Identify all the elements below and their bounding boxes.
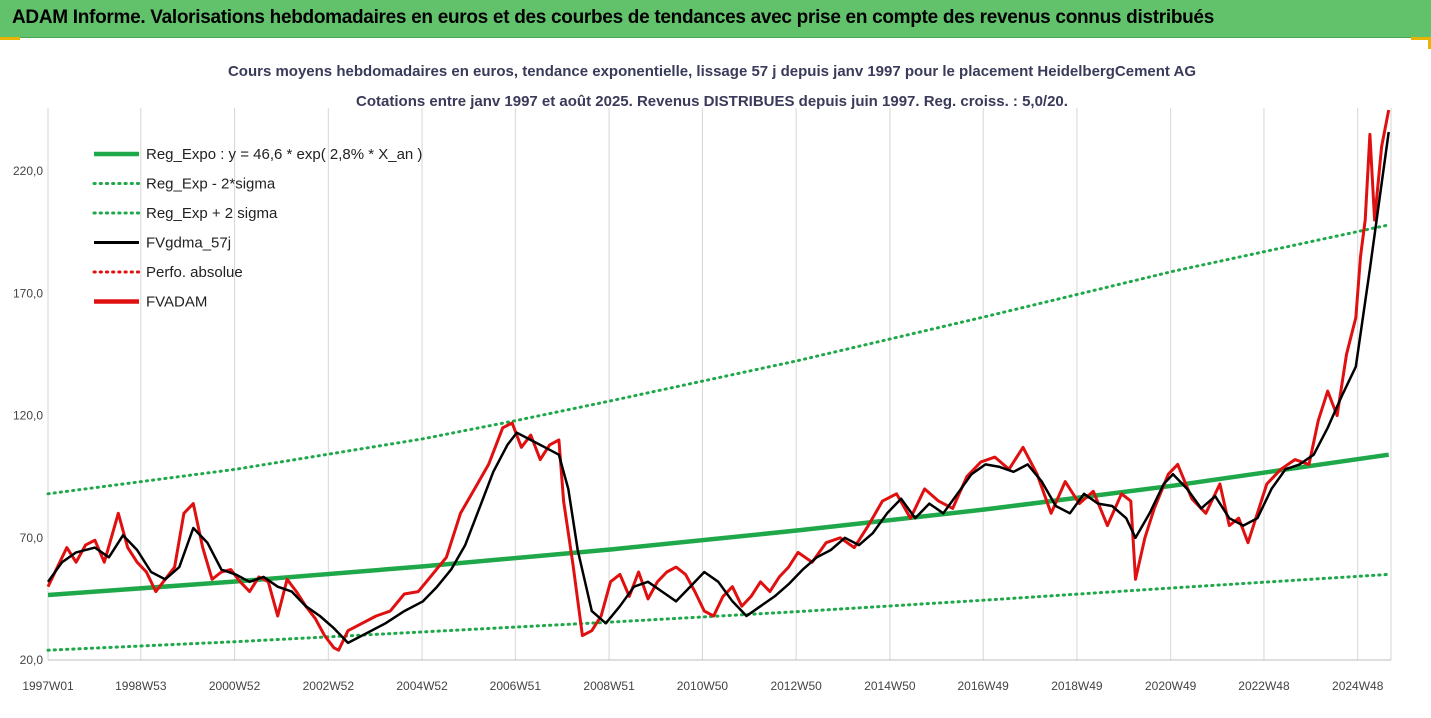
banner-title: ADAM Informe. Valorisations hebdomadaire… (12, 7, 1214, 29)
x-tick-label: 2020W49 (1145, 679, 1197, 693)
legend-label: Reg_Exp - 2*sigma (146, 176, 276, 193)
x-tick-label: 2018W49 (1051, 679, 1103, 693)
x-tick-label: 2022W48 (1238, 679, 1290, 693)
legend-label: Reg_Expo : y = 46,6 * exp( 2,8% * X_an ) (146, 146, 422, 163)
x-tick-label: 2010W50 (677, 679, 729, 693)
y-tick-label: 120,0 (13, 409, 43, 423)
y-tick-label: 20,0 (20, 653, 44, 667)
x-tick-label: 2014W50 (864, 679, 916, 693)
x-tick-label: 2004W52 (396, 679, 448, 693)
y-tick-label: 170,0 (13, 286, 43, 300)
chart-title: Cours moyens hebdomadaires en euros, ten… (228, 63, 1196, 80)
legend-label: Reg_Exp + 2 sigma (146, 205, 278, 222)
x-tick-label: 2016W49 (957, 679, 1009, 693)
x-tick-label: 2002W52 (303, 679, 355, 693)
x-tick-label: 2000W52 (209, 679, 261, 693)
title-banner: ADAM Informe. Valorisations hebdomadaire… (0, 0, 1431, 38)
x-tick-label: 1998W53 (115, 679, 167, 693)
legend-label: FVgdma_57j (146, 235, 231, 252)
x-tick-label: 2024W48 (1332, 679, 1384, 693)
chart-subtitle: Cotations entre janv 1997 et août 2025. … (356, 93, 1068, 110)
legend-label: FVADAM (146, 294, 207, 311)
x-tick-label: 2006W51 (490, 679, 542, 693)
y-tick-label: 70,0 (20, 531, 44, 545)
x-tick-label: 2012W50 (770, 679, 822, 693)
series-reg-minus-2sigma (48, 574, 1389, 650)
chart-area: 1997W01 1998W53 2000W52 2002W52 2004W52 2006W… (6, 40, 1424, 712)
series-reg-plus-2sigma (48, 225, 1389, 494)
x-tick-label: 2008W51 (583, 679, 635, 693)
y-tick-label: 220,0 (13, 164, 43, 178)
series-reg-expo (48, 455, 1389, 595)
legend-label: Perfo. absolue (146, 264, 243, 281)
x-tick-label: 1997W01 (22, 679, 74, 693)
chart-svg: 1997W01 1998W53 2000W52 2002W52 2004W52 2006W… (6, 40, 1424, 712)
